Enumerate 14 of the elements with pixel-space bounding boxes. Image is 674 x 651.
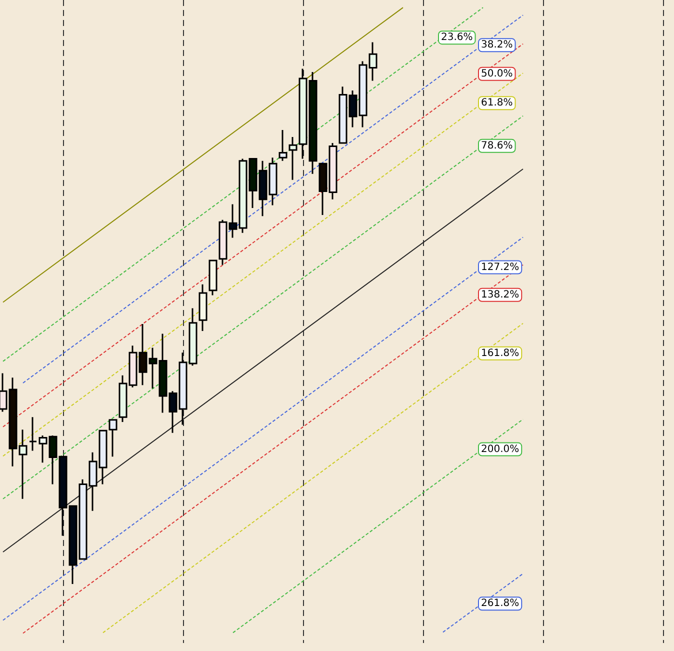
candlestick [278,129,288,162]
series-label: 23.6% [441,32,473,44]
series-label: 50.0% [481,68,513,80]
candlestick [208,260,218,296]
series-label: 200.0% [481,444,520,455]
series-label: 138.2% [481,289,520,300]
series-label: 38.2% [481,40,513,51]
candlestick [198,284,208,332]
series-label: 261.8% [481,598,520,610]
series-label: 161.8% [481,348,520,359]
series-label: 78.6% [481,140,513,152]
series-label: 127.2% [481,262,520,273]
candlestick [28,416,38,452]
series-label: 61.8% [481,98,513,109]
